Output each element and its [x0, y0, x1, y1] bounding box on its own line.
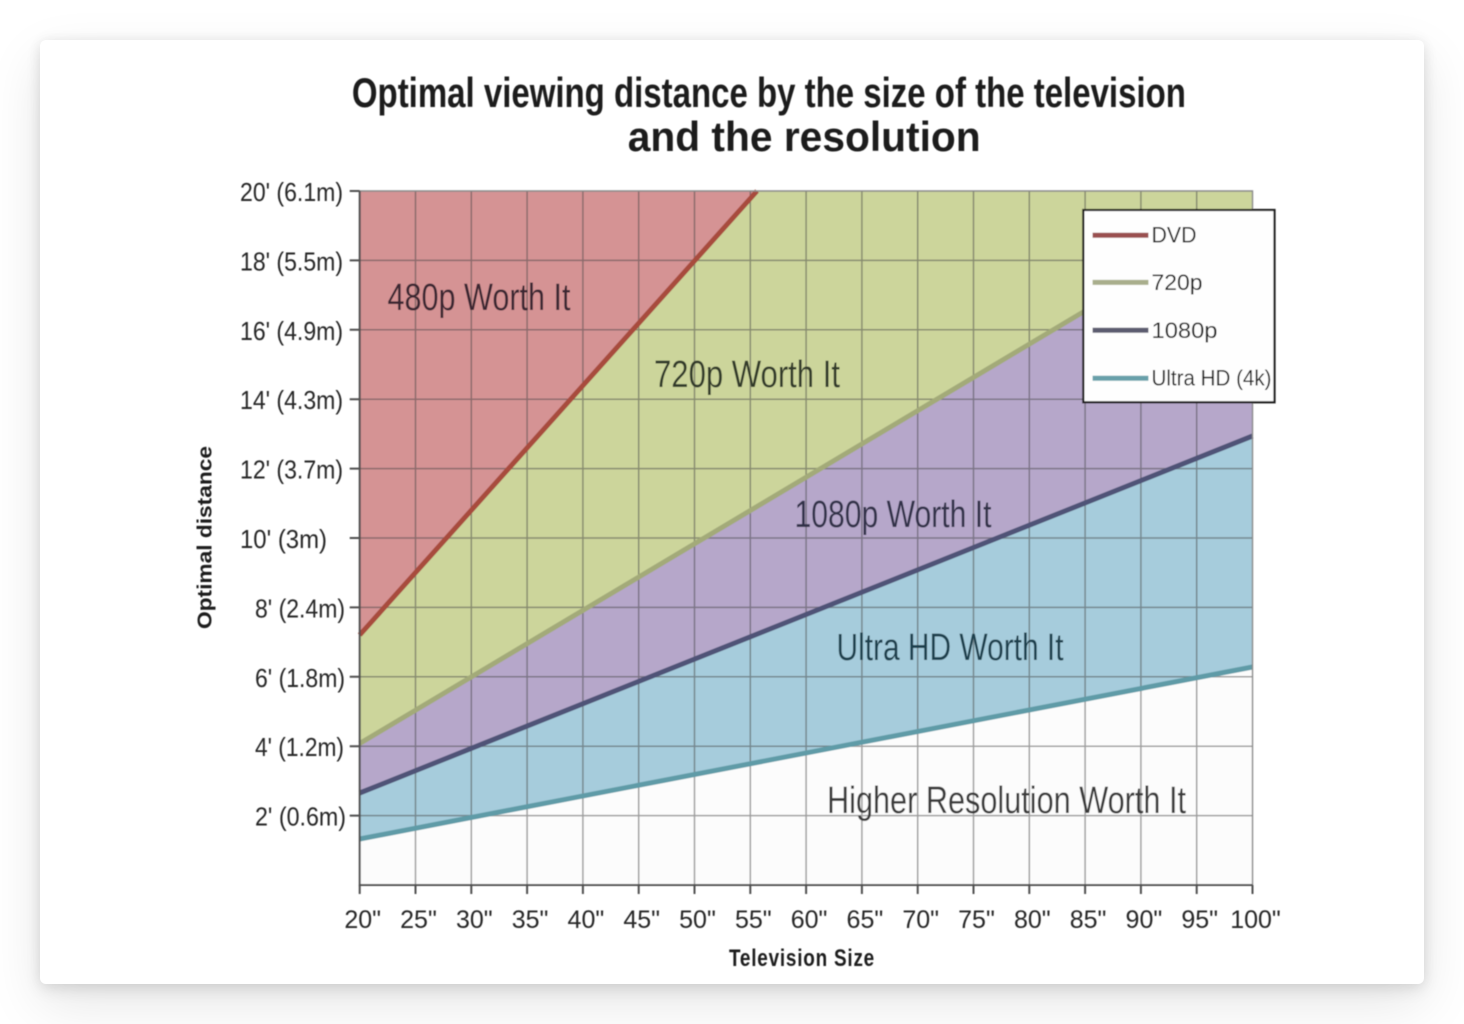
- svg-text:65": 65": [847, 906, 884, 934]
- svg-text:90": 90": [1126, 906, 1163, 934]
- svg-text:30": 30": [456, 906, 493, 934]
- svg-text:80": 80": [1014, 906, 1051, 934]
- svg-text:20' (6.1m): 20' (6.1m): [240, 177, 343, 207]
- svg-text:Optimal distance: Optimal distance: [195, 446, 217, 629]
- svg-text:25": 25": [400, 906, 437, 934]
- svg-text:720p Worth It: 720p Worth It: [654, 354, 840, 396]
- svg-text:480p Worth It: 480p Worth It: [388, 277, 571, 319]
- svg-text:12' (3.7m): 12' (3.7m): [240, 455, 343, 485]
- svg-text:14' (4.3m): 14' (4.3m): [240, 385, 343, 415]
- svg-text:85": 85": [1070, 906, 1107, 934]
- svg-text:6' (1.8m): 6' (1.8m): [255, 663, 345, 693]
- svg-text:50": 50": [679, 906, 716, 934]
- svg-text:720p: 720p: [1152, 270, 1203, 295]
- svg-text:16' (4.9m): 16' (4.9m): [240, 316, 343, 346]
- svg-text:Optimal viewing distance by th: Optimal viewing distance by the size of …: [352, 69, 1186, 116]
- svg-text:35": 35": [512, 906, 549, 934]
- svg-text:45": 45": [623, 906, 660, 934]
- svg-text:1080p: 1080p: [1152, 318, 1218, 343]
- svg-text:Higher Resolution Worth It: Higher Resolution Worth It: [827, 780, 1186, 822]
- svg-text:55": 55": [735, 906, 772, 934]
- svg-text:18' (5.5m): 18' (5.5m): [240, 246, 343, 276]
- svg-text:DVD: DVD: [1152, 223, 1197, 248]
- svg-text:70": 70": [902, 906, 939, 934]
- svg-text:2' (0.6m): 2' (0.6m): [255, 802, 346, 832]
- svg-text:75": 75": [958, 906, 995, 934]
- svg-text:100": 100": [1230, 906, 1281, 934]
- svg-text:10' (3m): 10' (3m): [240, 524, 327, 554]
- svg-text:60": 60": [791, 906, 828, 934]
- svg-text:1080p Worth It: 1080p Worth It: [795, 494, 992, 536]
- svg-text:20": 20": [344, 906, 381, 934]
- svg-text:4' (1.2m): 4' (1.2m): [255, 732, 344, 762]
- svg-text:Ultra HD Worth It: Ultra HD Worth It: [837, 627, 1064, 669]
- svg-text:and the resolution: and the resolution: [628, 113, 981, 160]
- svg-text:40": 40": [568, 906, 605, 934]
- svg-text:95": 95": [1181, 906, 1218, 934]
- svg-text:Television Size: Television Size: [729, 945, 875, 972]
- svg-text:Ultra HD (4k): Ultra HD (4k): [1152, 366, 1272, 391]
- svg-text:8' (2.4m): 8' (2.4m): [255, 593, 345, 623]
